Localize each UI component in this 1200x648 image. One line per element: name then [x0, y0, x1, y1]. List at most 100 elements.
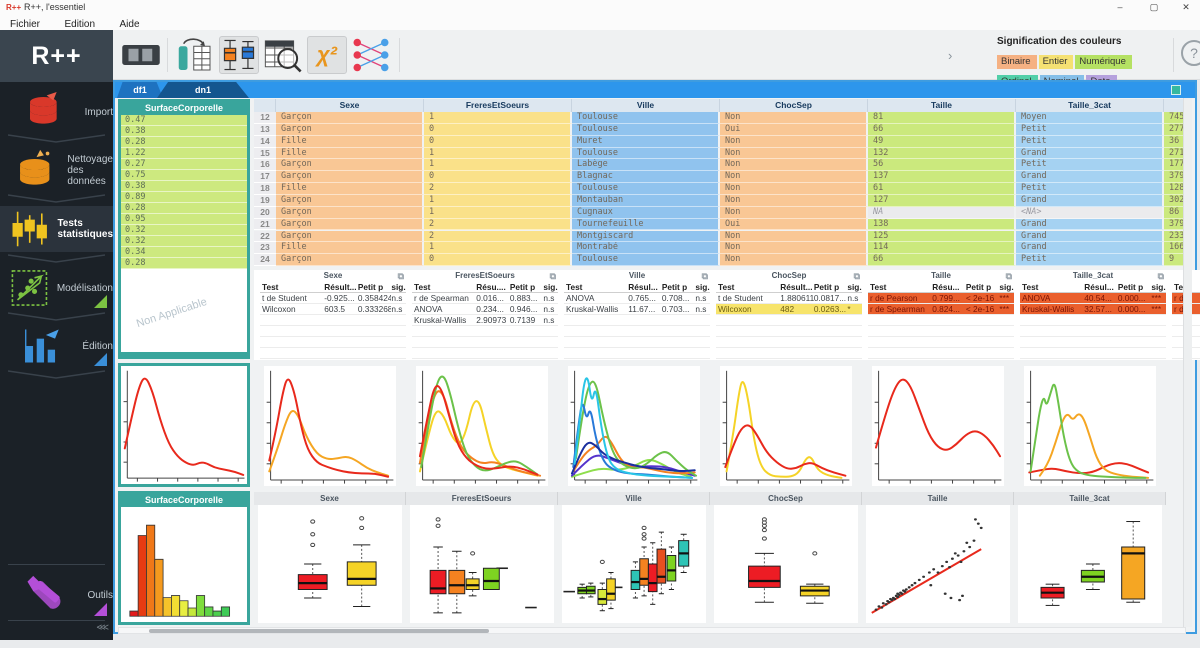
sidebar-item-outils[interactable]: Outils	[0, 572, 113, 618]
stats-result-row[interactable]: Wilcoxon 603.5 0.333268 n.s	[260, 304, 406, 315]
table-cell[interactable]: 137	[868, 171, 1016, 184]
sidebar-item-tests-statistiques[interactable]: Tests statistiques	[0, 206, 113, 252]
table-cell[interactable]: Toulouse	[572, 123, 720, 136]
pinned-value[interactable]: 0.38	[121, 181, 247, 192]
copy-icon[interactable]: ⧉	[701, 271, 708, 281]
table-cell[interactable]: 1	[424, 147, 572, 160]
pinned-value[interactable]: 0.38	[121, 126, 247, 137]
bottom-chart-panel[interactable]	[258, 505, 402, 623]
stats-result-row[interactable]: r de Spearman 0.824... < 2e-16 ***	[868, 304, 1014, 315]
pinned-value[interactable]: 0.34	[121, 247, 247, 258]
network-button[interactable]	[351, 36, 391, 74]
bottom-chart-panel[interactable]	[714, 505, 858, 623]
boxplot-pair-button[interactable]	[219, 36, 259, 74]
pinned-value[interactable]: 0.32	[121, 225, 247, 236]
pinned-value[interactable]: 0.95	[121, 214, 247, 225]
table-cell[interactable]: Garçon	[276, 218, 424, 231]
table-cell[interactable]: Garçon	[276, 206, 424, 219]
table-cell[interactable]: Grand	[1016, 230, 1164, 243]
table-cell[interactable]: Non	[720, 230, 868, 243]
table-cell[interactable]: Grand	[1016, 242, 1164, 255]
table-cell[interactable]: Moyen	[1016, 112, 1164, 124]
table-cell[interactable]: 66	[868, 254, 1016, 267]
table-cell[interactable]: Garçon	[276, 159, 424, 172]
table-cell[interactable]: <NA>	[1016, 206, 1164, 219]
stats-result-row[interactable]: r de Spearman 0.016... 0.883... n.s	[412, 293, 558, 304]
sidebar-item-edition[interactable]: Édition	[0, 324, 113, 368]
vertical-scrollbar[interactable]	[1183, 98, 1192, 627]
sidebar-item-modelisation[interactable]: Modélisation	[0, 266, 113, 310]
table-cell[interactable]: Fille	[276, 242, 424, 255]
table-cell[interactable]: 2	[424, 230, 572, 243]
table-cell[interactable]: 56	[868, 159, 1016, 172]
stats-result-row[interactable]: r de Pearson 0.799... < 2e-16 ***	[868, 293, 1014, 304]
menu-fichier[interactable]: Fichier	[10, 19, 41, 30]
table-cell[interactable]: 125	[868, 230, 1016, 243]
table-cell[interactable]: 114	[868, 242, 1016, 255]
column-header[interactable]: Ville	[572, 99, 720, 112]
table-cell[interactable]: 0	[424, 135, 572, 148]
table-cell[interactable]: Garçon	[276, 171, 424, 184]
table-cell[interactable]: Grand	[1016, 147, 1164, 160]
table-cell[interactable]: 132	[868, 147, 1016, 160]
column-header[interactable]: Sexe	[276, 99, 424, 112]
stats-result-row[interactable]: t de Student 1.880611 0.0817... n.s	[716, 293, 862, 304]
bottom-chart-panel[interactable]	[1018, 505, 1162, 623]
column-header[interactable]: Taille	[868, 99, 1016, 112]
table-cell[interactable]: Petit	[1016, 254, 1164, 267]
help-button[interactable]: ?	[1181, 40, 1200, 66]
table-cell[interactable]: 1	[424, 194, 572, 207]
sidebar-item-nettoyage[interactable]: Nettoyage des données	[0, 148, 113, 192]
table-cell[interactable]: 127	[868, 194, 1016, 207]
stats-result-row[interactable]: ANOVA 40.54... 0.000... ***	[1020, 293, 1166, 304]
stats-result-row[interactable]: t de Student -0.925... 0.358424 n.s	[260, 293, 406, 304]
table-cell[interactable]: Garçon	[276, 112, 424, 124]
chi-squared-button[interactable]: χ²	[307, 36, 347, 74]
table-cell[interactable]: Petit	[1016, 183, 1164, 195]
density-chart-panel[interactable]	[720, 366, 852, 486]
sidebar-collapse-button[interactable]: ⋘	[96, 622, 109, 632]
table-cell[interactable]: Garçon	[276, 194, 424, 207]
density-chart-panel[interactable]	[872, 366, 1004, 486]
table-cell[interactable]: Oui	[720, 123, 868, 136]
copy-icon[interactable]: ⧉	[549, 271, 556, 281]
copy-icon[interactable]: ⧉	[853, 271, 860, 281]
pinned-value[interactable]: 1.22	[121, 148, 247, 159]
table-cell[interactable]: 49	[868, 135, 1016, 148]
table-cell[interactable]: Non	[720, 112, 868, 124]
close-button[interactable]: ✕	[1182, 2, 1190, 12]
maximize-button[interactable]: ▢	[1149, 2, 1159, 12]
table-cell[interactable]: 0	[424, 123, 572, 136]
table-cell[interactable]: Toulouse	[572, 147, 720, 160]
scrollbar-thumb[interactable]	[149, 629, 489, 633]
table-cell[interactable]: 1	[424, 242, 572, 255]
table-cell[interactable]: 138	[868, 218, 1016, 231]
table-cell[interactable]: Petit	[1016, 135, 1164, 148]
pinned-value[interactable]: 0.28	[121, 258, 247, 269]
table-cell[interactable]: Garçon	[276, 230, 424, 243]
table-cell[interactable]: 1	[424, 112, 572, 124]
data-strip-button[interactable]	[121, 36, 161, 74]
table-cell[interactable]: Garçon	[276, 123, 424, 136]
table-cell[interactable]: Non	[720, 206, 868, 219]
table-cell[interactable]: Montgiscard	[572, 230, 720, 243]
table-cell[interactable]: Grand	[1016, 171, 1164, 184]
pinned-value[interactable]: 0.28	[121, 137, 247, 148]
table-cell[interactable]: Toulouse	[572, 254, 720, 267]
pinned-value[interactable]: 0.28	[121, 203, 247, 214]
density-chart-panel[interactable]	[416, 366, 548, 486]
table-cell[interactable]: Petit	[1016, 159, 1164, 172]
table-cell[interactable]: 2	[424, 183, 572, 195]
table-cell[interactable]: Non	[720, 183, 868, 195]
column-header[interactable]	[254, 99, 276, 112]
table-cell[interactable]: Montrabé	[572, 242, 720, 255]
stats-result-row[interactable]: Kruskal-Wallis 11.67... 0.703... n.s	[564, 304, 710, 315]
stats-result-row[interactable]: Wilcoxon 482 0.0263... *	[716, 304, 862, 315]
pinned-value[interactable]: 0.47	[121, 115, 247, 126]
horizontal-scrollbar[interactable]	[118, 627, 1186, 634]
stats-result-row[interactable]: ANOVA 0.765... 0.708... n.s	[564, 293, 710, 304]
table-cell[interactable]: Montauban	[572, 194, 720, 207]
table-cell[interactable]: 0	[424, 171, 572, 184]
table-cell[interactable]: Non	[720, 194, 868, 207]
table-cell[interactable]: Non	[720, 242, 868, 255]
